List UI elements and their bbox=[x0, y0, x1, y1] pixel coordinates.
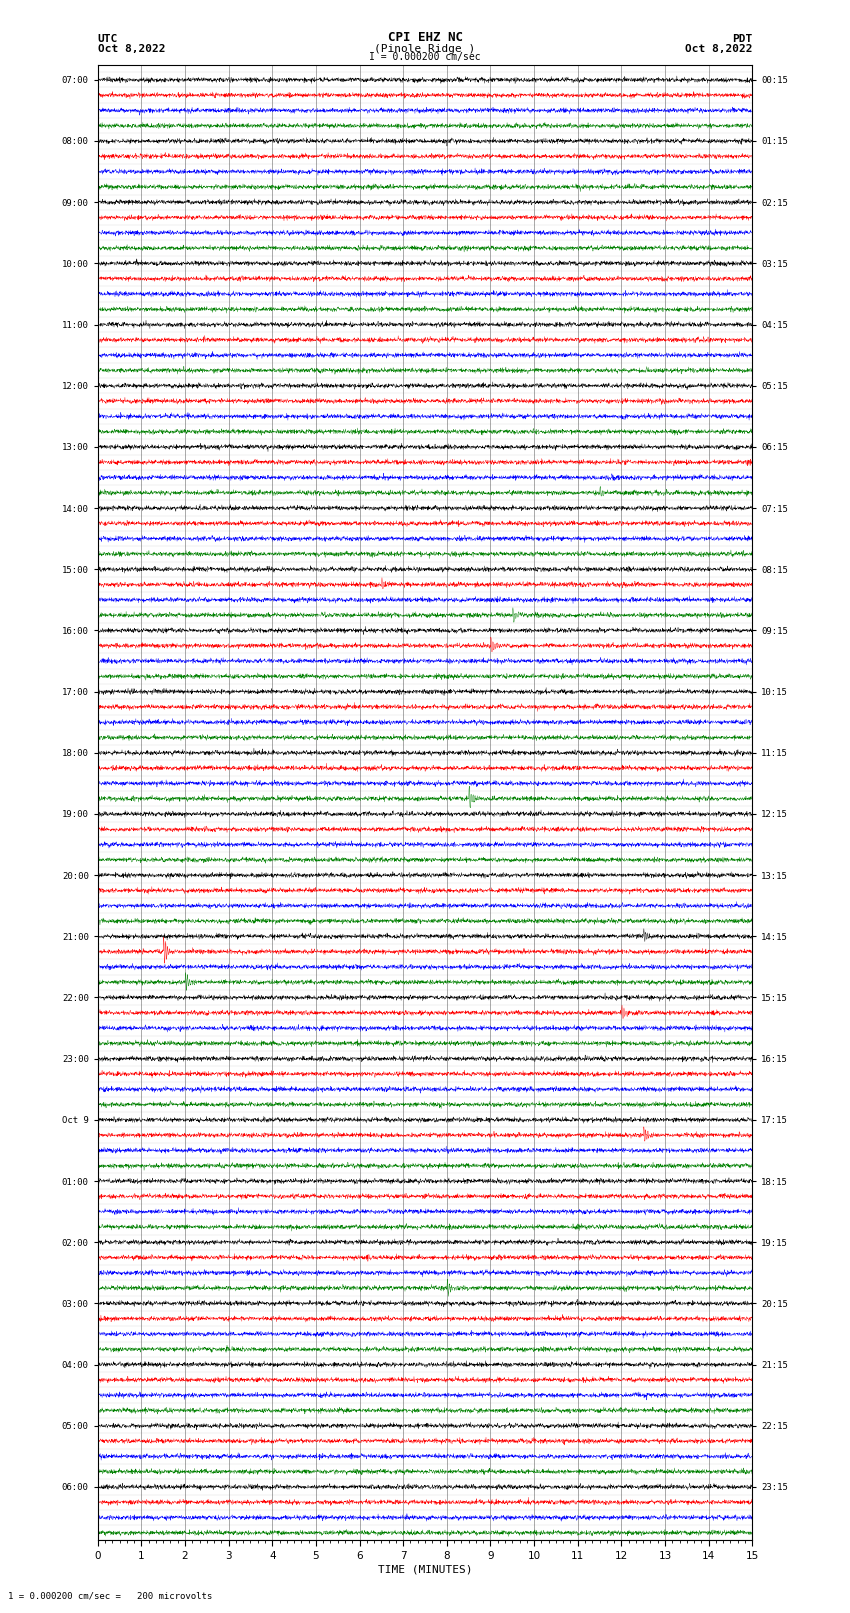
Text: I = 0.000200 cm/sec: I = 0.000200 cm/sec bbox=[369, 52, 481, 63]
Text: (Pinole Ridge ): (Pinole Ridge ) bbox=[374, 44, 476, 53]
Text: 1 = 0.000200 cm/sec =   200 microvolts: 1 = 0.000200 cm/sec = 200 microvolts bbox=[8, 1590, 212, 1600]
X-axis label: TIME (MINUTES): TIME (MINUTES) bbox=[377, 1565, 473, 1574]
Text: Oct 8,2022: Oct 8,2022 bbox=[685, 44, 752, 53]
Text: PDT: PDT bbox=[732, 34, 752, 44]
Text: Oct 8,2022: Oct 8,2022 bbox=[98, 44, 165, 53]
Text: UTC: UTC bbox=[98, 34, 118, 44]
Text: CPI EHZ NC: CPI EHZ NC bbox=[388, 31, 462, 44]
